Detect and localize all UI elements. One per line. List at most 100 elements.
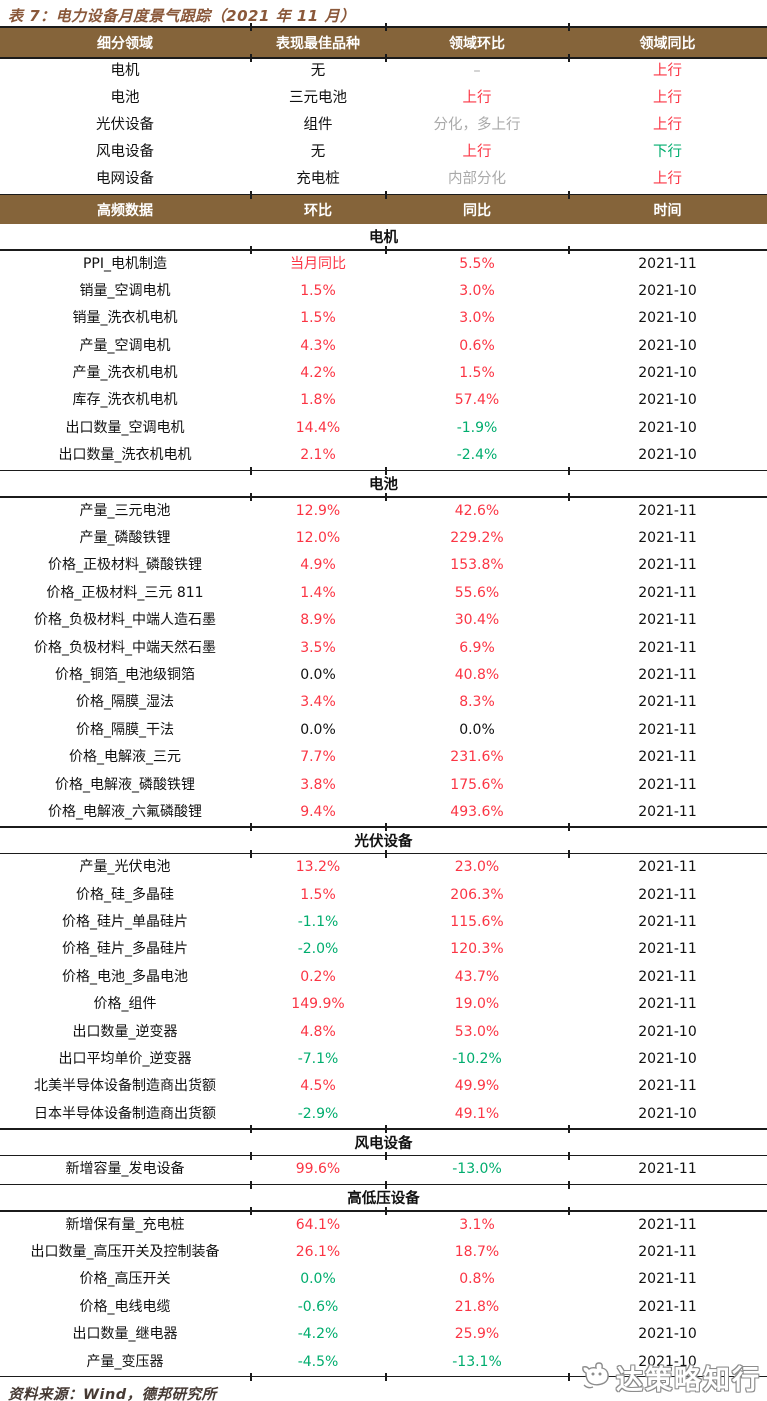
area-yoy-cell: 上行 — [653, 117, 682, 134]
mom-value-cell: 3.4% — [300, 694, 336, 711]
indicator-cell: 销量_空调电机 — [79, 282, 171, 299]
area-mom-cell: 上行 — [462, 144, 492, 161]
hf-header-row: 高频数据 环比 同比 时间 — [0, 195, 767, 224]
column-divider-tick — [568, 1372, 570, 1381]
mom-value-cell: 7.7% — [300, 749, 336, 766]
date-cell: 2021-11 — [638, 255, 697, 272]
section: 电池 产量_三元电池 12.9% 42.6% 2021-11 产量_磷酸铁锂 1… — [0, 471, 767, 832]
table-row: 价格_组件 149.9% 19.0% 2021-11 — [0, 991, 767, 1018]
indicator-cell: 日本半导体设备制造商出货额 — [34, 1105, 216, 1122]
table-title: 表 7：电力设备月度景气跟踪（2021 年 11 月） — [8, 7, 356, 25]
area-mom-cell: – — [473, 63, 481, 80]
yoy-value-cell: 49.9% — [454, 1078, 500, 1095]
table-row: 销量_洗衣机电机 1.5% 3.0% 2021-10 — [0, 305, 767, 332]
mom-value-cell: 4.2% — [300, 365, 336, 382]
hf-header-data: 高频数据 — [97, 202, 153, 219]
divider-top — [0, 23, 767, 31]
divider — [0, 823, 767, 832]
summary-row: 电网设备 充电桩 内部分化 上行 — [0, 167, 767, 194]
indicator-cell: 价格_电解液_六氟磷酸锂 — [48, 803, 202, 820]
summary-row: 风电设备 无 上行 下行 — [0, 140, 767, 167]
mom-value-cell: 1.4% — [300, 584, 336, 601]
indicator-cell: 价格_电解液_三元 — [69, 749, 181, 766]
mom-value-cell: -4.5% — [297, 1353, 339, 1370]
source-note: 资料来源：Wind，德邦研究所 — [8, 1387, 217, 1401]
table-row: 出口数量_空调电机 14.4% -1.9% 2021-10 — [0, 415, 767, 442]
date-cell: 2021-11 — [638, 1298, 697, 1315]
indicator-cell: 出口数量_逆变器 — [72, 1023, 178, 1040]
mom-value-cell: 1.5% — [300, 282, 336, 299]
summary-header-best: 表现最佳品种 — [276, 35, 360, 52]
table-row: 价格_隔膜_干法 0.0% 0.0% 2021-11 — [0, 717, 767, 744]
column-divider-tick — [385, 23, 387, 31]
table-row: 销量_空调电机 1.5% 3.0% 2021-10 — [0, 278, 767, 305]
column-divider-tick — [250, 466, 252, 475]
date-cell: 2021-11 — [638, 1161, 697, 1178]
yoy-value-cell: 3.0% — [459, 282, 495, 299]
yoy-value-cell: 30.4% — [454, 612, 500, 629]
yoy-value-cell: 19.0% — [454, 996, 500, 1013]
column-divider-tick — [568, 23, 570, 31]
column-divider-tick — [385, 1125, 387, 1134]
yoy-value-cell: 1.5% — [459, 365, 495, 382]
date-cell: 2021-11 — [638, 557, 697, 574]
date-cell: 2021-11 — [638, 941, 697, 958]
yoy-value-cell: 42.6% — [454, 502, 500, 519]
mom-value-cell: 99.6% — [295, 1161, 341, 1178]
column-divider-tick — [250, 54, 252, 62]
section: 高低压设备 新增保有量_充电桩 64.1% 3.1% 2021-11 出口数量_… — [0, 1185, 767, 1381]
yoy-value-cell: 206.3% — [450, 886, 504, 903]
date-cell: 2021-11 — [638, 803, 697, 820]
date-cell: 2021-10 — [638, 1051, 697, 1068]
date-cell: 2021-11 — [638, 776, 697, 793]
section-title: 电池 — [369, 477, 398, 494]
indicator-cell: 出口平均单价_逆变器 — [58, 1051, 192, 1068]
mom-value-cell: 4.9% — [300, 557, 336, 574]
table-row: 北美半导体设备制造商出货额 4.5% 49.9% 2021-11 — [0, 1073, 767, 1100]
table-row: 价格_正极材料_三元 811 1.4% 55.6% 2021-11 — [0, 580, 767, 607]
yoy-value-cell: 43.7% — [454, 968, 500, 985]
mom-value-cell: 1.8% — [300, 392, 336, 409]
table-row: 产量_变压器 -4.5% -13.1% 2021-10 — [0, 1349, 767, 1376]
indicator-cell: 产量_三元电池 — [79, 502, 171, 519]
date-cell: 2021-11 — [638, 914, 697, 931]
area-yoy-cell: 上行 — [653, 171, 682, 188]
brand-watermark: 达策略知行 — [580, 1358, 761, 1397]
table-row: 价格_电解液_三元 7.7% 231.6% 2021-11 — [0, 744, 767, 771]
column-divider-tick — [250, 246, 252, 254]
date-cell: 2021-10 — [638, 337, 697, 354]
section-rows: 产量_光伏电池 13.2% 23.0% 2021-11 价格_硅_多晶硅 1.5… — [0, 854, 767, 1128]
indicator-cell: 价格_电线电缆 — [79, 1298, 171, 1315]
divider — [0, 493, 767, 502]
yoy-value-cell: 229.2% — [450, 530, 504, 547]
column-divider-tick — [568, 1125, 570, 1134]
divider — [0, 849, 767, 858]
indicator-cell: 价格_负极材料_中端人造石墨 — [34, 612, 216, 629]
yoy-value-cell: -1.9% — [456, 419, 498, 436]
mom-value-cell: 3.5% — [300, 639, 336, 656]
best-variety-cell: 无 — [310, 63, 326, 80]
area-yoy-cell: 上行 — [653, 63, 682, 80]
best-variety-cell: 组件 — [303, 117, 333, 134]
table-row: 出口数量_高压开关及控制装备 26.1% 18.7% 2021-11 — [0, 1239, 767, 1266]
hf-header-mom: 环比 — [304, 202, 332, 219]
table-row: 新增保有量_充电桩 64.1% 3.1% 2021-11 — [0, 1212, 767, 1239]
date-cell: 2021-10 — [638, 310, 697, 327]
yoy-value-cell: 18.7% — [454, 1244, 500, 1260]
yoy-value-cell: -13.0% — [452, 1161, 502, 1178]
table-row: 产量_磷酸铁锂 12.0% 229.2% 2021-11 — [0, 525, 767, 552]
date-cell: 2021-10 — [638, 1023, 697, 1040]
date-cell: 2021-11 — [638, 530, 697, 547]
indicator-cell: 出口数量_空调电机 — [65, 419, 185, 436]
mom-value-cell: 0.2% — [300, 968, 336, 985]
table-row: 产量_三元电池 12.9% 42.6% 2021-11 — [0, 498, 767, 525]
area-mom-cell: 内部分化 — [448, 171, 506, 188]
date-cell: 2021-11 — [638, 1271, 697, 1288]
summary-header-row: 细分领域 表现最佳品种 领域环比 领域同比 — [0, 28, 767, 57]
yoy-value-cell: 25.9% — [454, 1326, 500, 1343]
yoy-value-cell: 6.9% — [459, 639, 495, 656]
column-divider-tick — [250, 1372, 252, 1381]
area-cell: 电机 — [110, 63, 140, 80]
date-cell: 2021-11 — [638, 1244, 697, 1260]
